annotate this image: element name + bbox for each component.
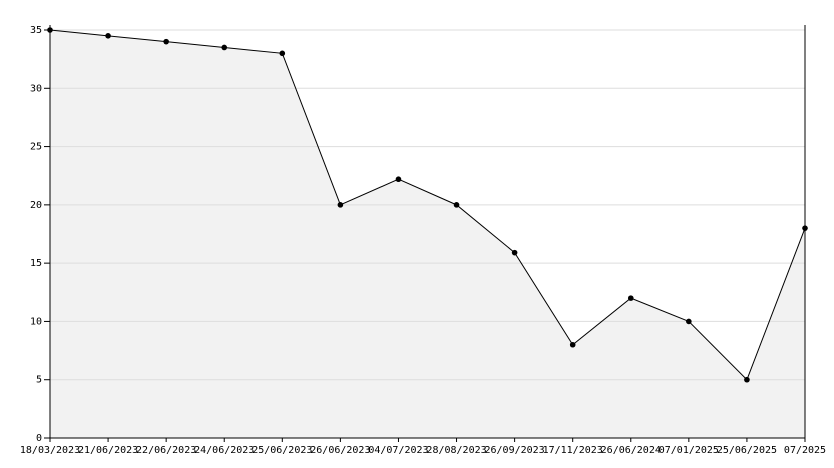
y-tick-label: 20 <box>30 200 42 211</box>
point <box>802 225 808 231</box>
point <box>337 202 344 208</box>
point <box>686 318 692 325</box>
y-tick-label: 5 <box>36 375 42 386</box>
point <box>47 27 53 33</box>
y-tick-label: 10 <box>30 316 42 327</box>
x-tick-label: 26/09/2023 <box>485 445 545 456</box>
x-tick-label: 28/08/2023 <box>426 445 486 456</box>
x-tick-label: 21/06/2023 <box>78 445 138 456</box>
y-tick-label: 15 <box>30 258 42 269</box>
x-tick-label: 24/06/2023 <box>194 445 254 456</box>
point <box>163 38 169 45</box>
point <box>511 249 518 256</box>
point <box>453 202 460 208</box>
x-tick-label: 07/01/2025 <box>659 445 719 456</box>
point <box>395 176 402 183</box>
x-tick-label: 07/2025 <box>784 445 826 456</box>
x-tick-label: 25/06/2025 <box>717 445 777 456</box>
x-tick-label: 26/06/2024 <box>601 445 661 456</box>
x-tick-label: 22/06/2023 <box>136 445 196 456</box>
point <box>105 33 111 39</box>
y-tick-label: 30 <box>30 83 42 94</box>
y-tick-label: 0 <box>36 433 42 444</box>
x-tick-label: 18/03/2023 <box>20 445 80 456</box>
point <box>744 376 750 383</box>
y-tick-label: 25 <box>30 142 42 153</box>
x-tick-label: 26/06/2023 <box>310 445 370 456</box>
x-tick-label: 17/11/2023 <box>543 445 603 456</box>
y-tick-label: 35 <box>30 25 42 36</box>
point <box>279 50 286 57</box>
point <box>569 341 576 348</box>
point <box>627 295 634 301</box>
area <box>50 30 805 438</box>
point <box>221 44 228 51</box>
line <box>49 29 806 381</box>
x-tick-label: 25/06/2023 <box>252 445 312 456</box>
x-tick-label: 04/07/2023 <box>368 445 428 456</box>
